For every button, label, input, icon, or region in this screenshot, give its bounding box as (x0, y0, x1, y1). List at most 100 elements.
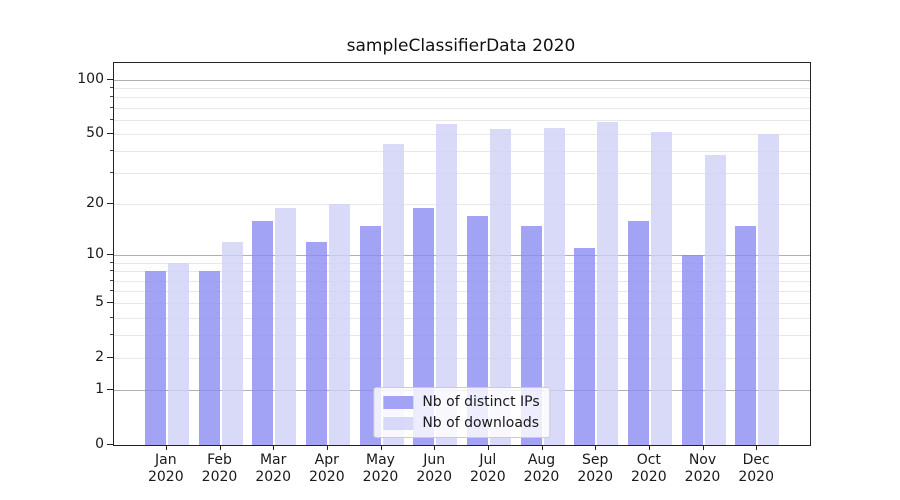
bar-nb-of-downloads-jun (436, 123, 458, 445)
x-tick-label: Feb 2020 (190, 452, 250, 486)
bar-nb-of-downloads-jan (167, 262, 189, 445)
x-tick-mark (165, 445, 167, 450)
minor-gridline (114, 291, 810, 292)
bar-nb-of-downloads-sep (597, 122, 619, 445)
x-tick-month: Jan (155, 452, 177, 468)
x-tick-month: Dec (742, 452, 770, 468)
x-tick-label: Jan 2020 (136, 452, 196, 486)
major-gridline (114, 79, 810, 81)
x-tick-mark (487, 445, 489, 450)
x-tick-month: Aug (527, 452, 556, 468)
x-tick-mark (595, 445, 597, 450)
y-tick-mark (107, 254, 113, 256)
x-tick-month: Jul (479, 452, 497, 468)
y-tick-mark (107, 389, 113, 391)
x-tick-mark (380, 445, 382, 450)
bar-nb-of-distinct-ips-mar (252, 220, 274, 445)
major-gridline (114, 255, 810, 257)
y-minor-tick-mark (110, 96, 113, 98)
chart-title: sampleClassifierData 2020 (346, 36, 576, 56)
bar-nb-of-distinct-ips-apr (305, 242, 327, 445)
bar-nb-of-distinct-ips-jun (413, 208, 435, 445)
x-tick-year: 2020 (469, 469, 506, 485)
x-tick-label: Oct 2020 (619, 452, 679, 486)
legend-swatch (383, 416, 414, 430)
bar-nb-of-distinct-ips-sep (574, 248, 596, 445)
legend-label: Nb of distinct IPs (422, 394, 540, 410)
x-tick-label: Dec 2020 (726, 452, 786, 486)
x-tick-year: 2020 (362, 469, 399, 485)
y-tick-label: 50 (86, 124, 104, 141)
bar-nb-of-downloads-nov (704, 155, 726, 445)
x-tick-mark (273, 445, 275, 450)
y-minor-tick-mark (110, 261, 113, 263)
y-tick-label: 20 (86, 195, 104, 212)
bar-nb-of-downloads-aug (543, 128, 565, 445)
bar-nb-of-downloads-mar (275, 208, 297, 445)
legend-item: Nb of distinct IPs (383, 394, 540, 410)
legend-item: Nb of downloads (383, 415, 539, 431)
minor-gridline (114, 97, 810, 99)
x-tick-year: 2020 (577, 469, 613, 485)
y-minor-tick-mark (110, 279, 113, 281)
y-minor-tick-mark (110, 172, 113, 174)
x-tick-mark (541, 445, 543, 450)
x-tick-month: Mar (259, 452, 287, 468)
x-tick-year: 2020 (523, 469, 560, 485)
x-tick-mark (219, 445, 221, 450)
y-minor-tick-mark (110, 270, 113, 272)
minor-gridline (114, 280, 810, 282)
x-tick-mark (702, 445, 704, 450)
y-minor-tick-mark (110, 106, 113, 108)
bar-nb-of-distinct-ips-nov (681, 255, 703, 445)
minor-gridline (114, 358, 810, 360)
y-tick-mark (107, 78, 113, 80)
y-tick-label: 2 (95, 349, 104, 366)
y-tick-label: 10 (86, 246, 104, 263)
x-tick-month: Nov (688, 452, 717, 468)
y-minor-tick-mark (110, 316, 113, 318)
legend-swatch (383, 395, 414, 409)
y-tick-mark (107, 203, 113, 205)
y-minor-tick-mark (110, 334, 113, 336)
minor-gridline (114, 317, 810, 319)
x-tick-year: 2020 (308, 469, 345, 485)
minor-gridline (114, 262, 810, 264)
bar-nb-of-downloads-apr (328, 204, 350, 445)
bar-nb-of-downloads-dec (758, 133, 780, 445)
legend: Nb of distinct IPs Nb of downloads (373, 387, 551, 438)
y-minor-tick-mark (110, 87, 113, 89)
minor-gridline (114, 133, 810, 135)
y-tick-label: 0 (95, 436, 104, 452)
x-tick-month: Sep (581, 452, 609, 468)
minor-gridline (114, 303, 810, 305)
minor-gridline (114, 88, 810, 90)
x-tick-mark (326, 445, 328, 450)
x-tick-mark (648, 445, 650, 450)
bar-nb-of-distinct-ips-oct (627, 220, 649, 445)
y-minor-tick-mark (110, 290, 113, 291)
x-tick-month: Feb (207, 452, 232, 468)
x-tick-label: Jul 2020 (458, 452, 518, 486)
y-tick-label: 100 (77, 70, 104, 87)
x-tick-label: Aug 2020 (512, 452, 572, 486)
y-tick-label: 5 (95, 294, 104, 311)
x-tick-month: Jun (423, 452, 446, 468)
x-tick-year: 2020 (684, 469, 721, 485)
x-tick-year: 2020 (201, 469, 238, 485)
x-tick-year: 2020 (147, 469, 184, 485)
x-tick-label: Apr 2020 (297, 452, 357, 486)
y-tick-mark (107, 132, 113, 134)
x-tick-label: Sep 2020 (565, 452, 625, 486)
minor-gridline (114, 151, 810, 153)
x-tick-mark (756, 445, 758, 450)
y-minor-tick-mark (110, 118, 113, 120)
x-tick-label: May 2020 (351, 452, 411, 486)
x-tick-year: 2020 (630, 469, 667, 485)
x-tick-month: Apr (314, 452, 339, 468)
y-tick-mark (107, 444, 113, 445)
bar-nb-of-downloads-may (382, 143, 404, 445)
x-tick-month: May (366, 452, 395, 468)
x-tick-year: 2020 (255, 469, 291, 485)
